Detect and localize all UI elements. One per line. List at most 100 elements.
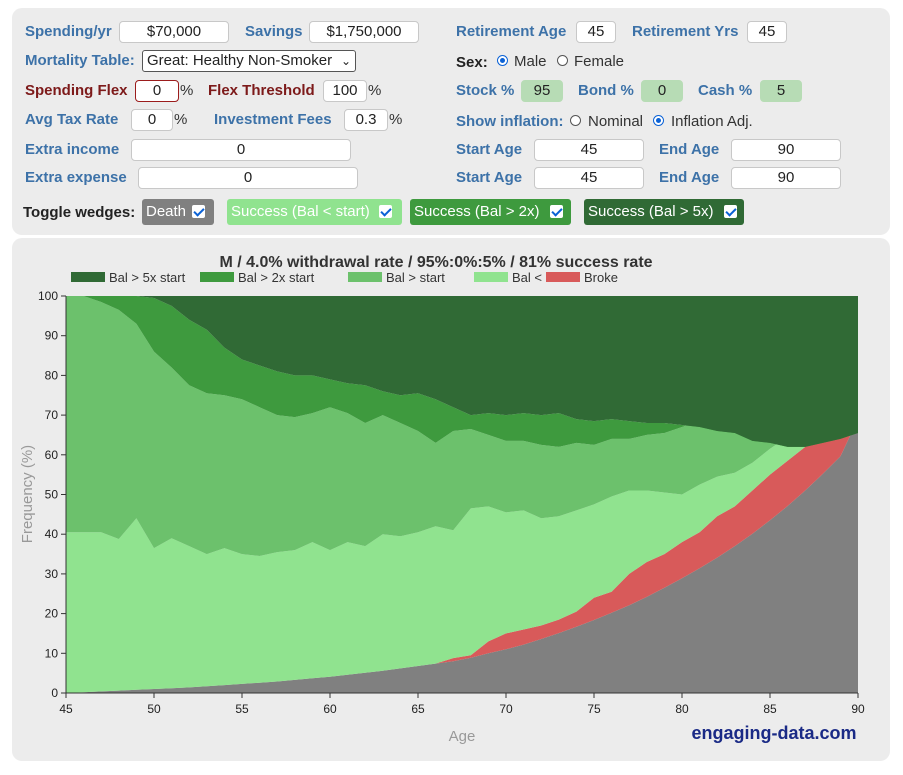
checkbox-icon[interactable] (192, 205, 205, 218)
toggle-bal-lt-start-button[interactable]: Success (Bal < start) (227, 199, 402, 225)
legend-swatch (200, 272, 234, 282)
extra-expense-input[interactable]: 0 (138, 167, 358, 189)
y-tick-label: 50 (45, 488, 59, 502)
extra-income-input[interactable]: 0 (131, 139, 351, 161)
legend-label: Broke (584, 270, 618, 285)
x-tick-label: 70 (499, 702, 513, 716)
area-bal-5x-start (66, 296, 858, 447)
chart-axes: 0 10 20 30 40 50 60 70 80 90 100 45 50 55 60 65 70 75 80 85… (38, 289, 865, 716)
x-tick-label: 85 (763, 702, 777, 716)
stock-input[interactable]: 95 (521, 80, 563, 102)
sex-female-label: Female (574, 53, 625, 70)
y-tick-label: 70 (45, 408, 59, 422)
area-bal-start (66, 296, 858, 556)
chart-areas (66, 296, 858, 693)
x-axis-label: Age (449, 728, 476, 745)
checkbox-icon[interactable] (379, 205, 392, 218)
mortality-select[interactable]: Great: Healthy Non-Smoker ⌄ (142, 50, 356, 72)
inflation-adj-radio[interactable] (653, 115, 664, 126)
sex-male-radio[interactable] (497, 55, 508, 66)
savings-input[interactable]: $1,750,000 (309, 21, 419, 43)
outcome-area-chart: M / 4.0% withdrawal rate / 95%:0%:5% / 8… (19, 254, 865, 745)
avg-tax-label: Avg Tax Rate (25, 111, 119, 128)
mortality-select-value: Great: Healthy Non-Smoker (147, 52, 333, 69)
investment-fees-unit: % (389, 111, 403, 128)
nominal-label: Nominal (588, 113, 644, 130)
extra-income-start-input[interactable]: 45 (534, 139, 644, 161)
legend-label: Bal > start (386, 270, 445, 285)
spending-flex-input[interactable]: 0 (135, 80, 179, 102)
inflation-adj-label: Inflation Adj. (671, 113, 753, 130)
legend-swatch (71, 272, 105, 282)
toggle-death-button[interactable]: Death (142, 199, 214, 225)
chevron-down-icon: ⌄ (340, 54, 351, 68)
cash-label: Cash % (698, 82, 753, 99)
y-tick-label: 0 (51, 686, 58, 700)
extra-income-end-input[interactable]: 90 (731, 139, 841, 161)
x-tick-label: 65 (411, 702, 425, 716)
y-tick-label: 30 (45, 567, 59, 581)
avg-tax-unit: % (174, 111, 188, 128)
legend-swatch (348, 272, 382, 282)
extra-expense-end-label: End Age (659, 169, 720, 186)
extra-expense-end-input[interactable]: 90 (731, 167, 841, 189)
x-tick-label: 90 (851, 702, 865, 716)
toggle-bal-gt-2x-button[interactable]: Success (Bal > 2x) (410, 199, 571, 225)
retirement-age-input[interactable]: 45 (576, 21, 616, 43)
controls-panel: Spending/yr $70,000 Savings $1,750,000 R… (12, 8, 890, 235)
y-tick-label: 60 (45, 448, 59, 462)
chart-panel: M / 4.0% withdrawal rate / 95%:0%:5% / 8… (12, 238, 890, 761)
flex-threshold-unit: % (368, 82, 382, 99)
cash-input[interactable]: 5 (760, 80, 802, 102)
legend-label: Bal > 5x start (109, 270, 186, 285)
legend-swatch (474, 272, 508, 282)
retirement-yrs-label: Retirement Yrs (632, 23, 739, 40)
retirement-yrs-input[interactable]: 45 (747, 21, 787, 43)
investment-fees-label: Investment Fees (214, 111, 332, 128)
x-tick-label: 80 (675, 702, 689, 716)
spending-label: Spending/yr (25, 23, 112, 40)
spending-flex-label: Spending Flex (25, 82, 128, 99)
nominal-radio[interactable] (570, 115, 581, 126)
toggle-bal-gt-5x-label: Success (Bal > 5x) (588, 203, 714, 220)
toggle-death-label: Death (146, 203, 187, 220)
savings-label: Savings (245, 23, 303, 40)
extra-expense-label: Extra expense (25, 169, 127, 186)
sex-label: Sex: (456, 54, 488, 71)
y-tick-label: 10 (45, 646, 59, 660)
area-bal-start (66, 383, 858, 693)
x-tick-label: 55 (235, 702, 249, 716)
toggle-wedges-label: Toggle wedges: (23, 204, 136, 221)
investment-fees-input[interactable]: 0.3 (344, 109, 388, 131)
legend-label: Bal > 2x start (238, 270, 315, 285)
y-tick-label: 20 (45, 607, 59, 621)
mortality-label: Mortality Table: (25, 52, 135, 69)
checkbox-icon[interactable] (724, 205, 737, 218)
chart-legend: Bal > 5x start Bal > 2x start Bal > start B… (71, 270, 618, 285)
area-death (66, 419, 858, 693)
spending-flex-unit: % (180, 82, 194, 99)
y-tick-label: 40 (45, 527, 59, 541)
area-bal-2x-start (66, 296, 858, 447)
toggle-bal-lt-start-label: Success (Bal < start) (231, 203, 370, 220)
flex-threshold-input[interactable]: 100 (323, 80, 367, 102)
extra-expense-start-input[interactable]: 45 (534, 167, 644, 189)
spending-input[interactable]: $70,000 (119, 21, 229, 43)
x-tick-label: 60 (323, 702, 337, 716)
toggle-bal-gt-5x-button[interactable]: Success (Bal > 5x) (584, 199, 744, 225)
toggle-bal-gt-2x-label: Success (Bal > 2x) (414, 203, 540, 220)
show-inflation-label: Show inflation: (456, 113, 564, 130)
x-tick-label: 45 (59, 702, 73, 716)
bond-input[interactable]: 0 (641, 80, 683, 102)
checkbox-icon[interactable] (550, 205, 563, 218)
area-broke (66, 393, 858, 693)
y-tick-label: 100 (38, 289, 58, 303)
x-tick-label: 50 (147, 702, 161, 716)
avg-tax-input[interactable]: 0 (131, 109, 173, 131)
extra-income-label: Extra income (25, 141, 120, 158)
extra-expense-start-label: Start Age (456, 169, 523, 186)
flex-threshold-label: Flex Threshold (208, 82, 315, 99)
watermark: engaging-data.com (691, 723, 856, 743)
sex-female-radio[interactable] (557, 55, 568, 66)
extra-income-end-label: End Age (659, 141, 720, 158)
